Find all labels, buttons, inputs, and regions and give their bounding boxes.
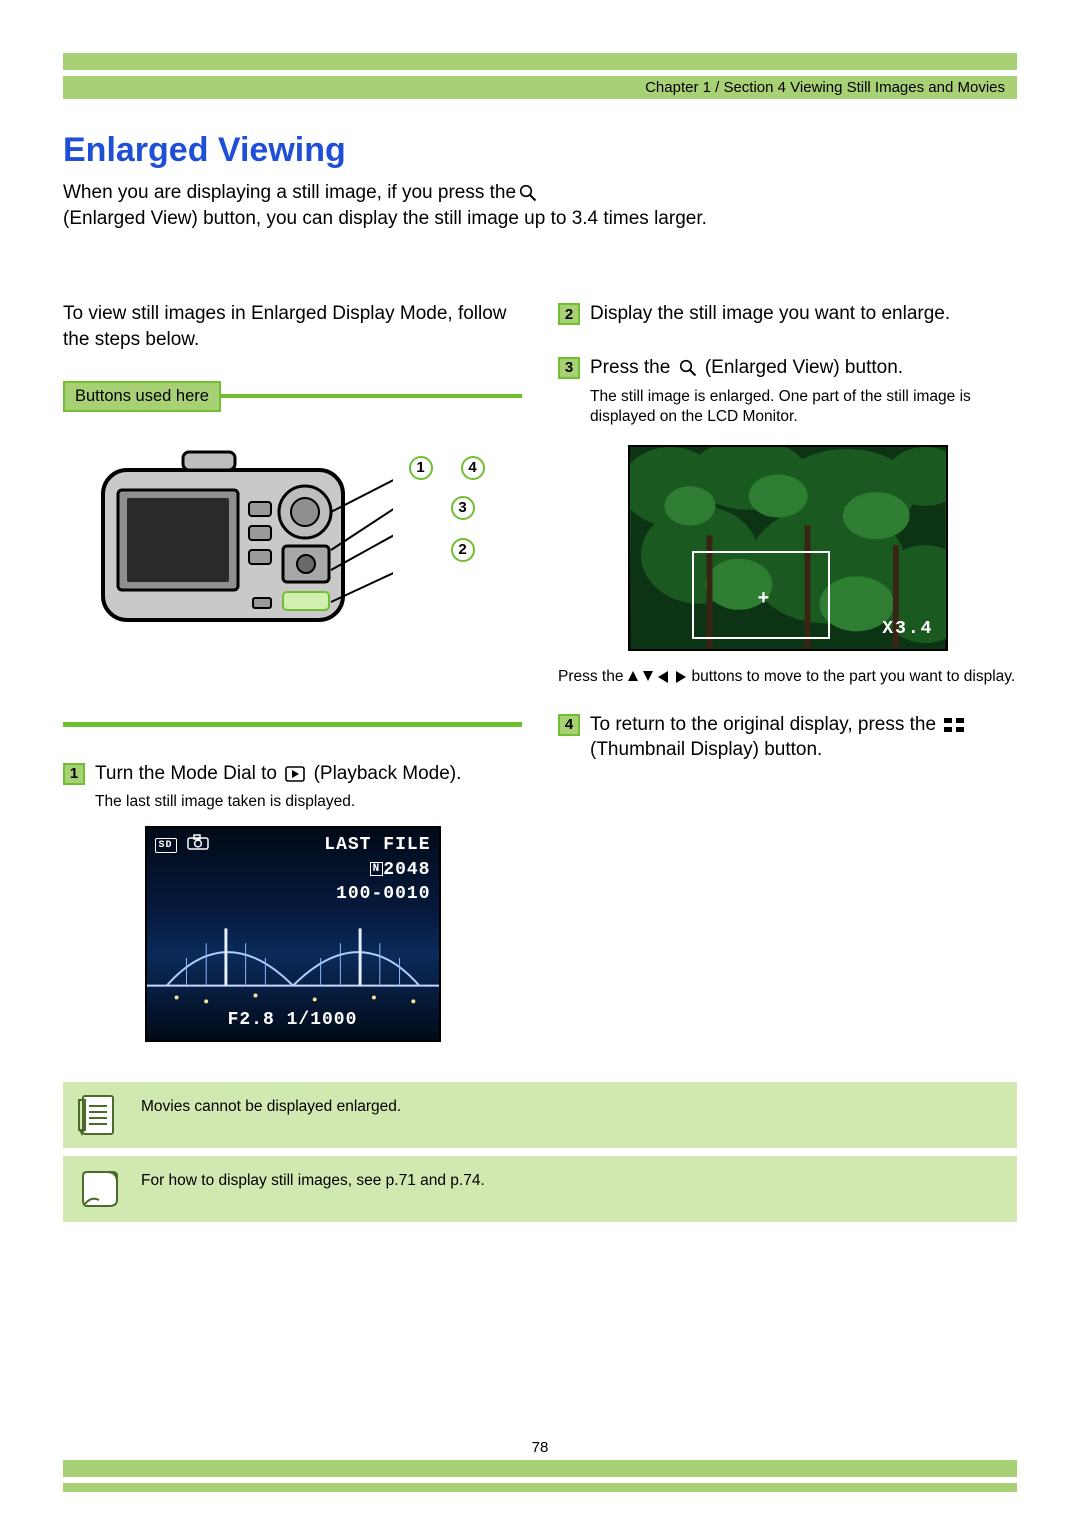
- lcd1-exposure: F2.8 1/1000: [147, 1010, 439, 1030]
- callout-4: 4: [461, 456, 485, 480]
- step4-after: (Thumbnail Display) button.: [590, 739, 822, 760]
- step-number: 1: [63, 763, 85, 785]
- note-box-2: For how to display still images, see p.7…: [63, 1156, 1017, 1222]
- camera-mode-icon: [187, 834, 209, 856]
- step2-text: Display the still image you want to enla…: [590, 301, 950, 327]
- step-number: 2: [558, 303, 580, 325]
- callout-2: 2: [451, 538, 475, 562]
- caption-after: buttons to move to the part you want to …: [691, 667, 1015, 688]
- step1-after: (Playback Mode).: [314, 763, 462, 784]
- step3-sub: The still image is enlarged. One part of…: [590, 387, 1017, 427]
- buttons-used-bar: [221, 394, 522, 398]
- left-lead: To view still images in Enlarged Display…: [63, 301, 522, 352]
- step-number: 3: [558, 357, 580, 379]
- note-2-text: For how to display still images, see p.7…: [141, 1166, 485, 1190]
- step3-before: Press the: [590, 357, 676, 378]
- right-column: 2 Display the still image you want to en…: [558, 301, 1017, 1042]
- reference-icon: [77, 1166, 123, 1212]
- playback-icon: [285, 766, 305, 782]
- lcd1-n-badge: N: [370, 862, 384, 876]
- page-number: 78: [0, 1439, 1080, 1456]
- bottom-accent-bars: [63, 1460, 1017, 1492]
- page-title: Enlarged Viewing: [63, 131, 1017, 170]
- thumbnail-icon: [944, 718, 964, 732]
- breadcrumb-bar: Chapter 1 / Section 4 Viewing Still Imag…: [63, 76, 1017, 99]
- left-column: To view still images in Enlarged Display…: [63, 301, 522, 1042]
- magnifier-icon: [519, 184, 537, 202]
- dpad-arrows-icon: [626, 669, 688, 685]
- zoom-level: X3.4: [882, 619, 933, 639]
- step4-before: To return to the original display, press…: [590, 714, 941, 735]
- lcd-screenshot-2: + X3.4: [628, 445, 948, 651]
- camera-diagram: 1 4 3 2: [83, 442, 503, 662]
- step-number: 4: [558, 714, 580, 736]
- bridge-illustration: [147, 898, 439, 1018]
- intro-text-before: When you are displaying a still image, i…: [63, 180, 516, 206]
- section-divider: [63, 722, 522, 727]
- step-2: 2 Display the still image you want to en…: [558, 301, 1017, 327]
- magnifier-icon: [679, 359, 697, 377]
- intro-paragraph: When you are displaying a still image, i…: [63, 180, 1017, 231]
- step-3: 3 Press the (Enlarged View) button.: [558, 355, 1017, 381]
- step1-before: Turn the Mode Dial to: [95, 763, 282, 784]
- lcd1-resolution: 2048: [383, 860, 430, 880]
- breadcrumb: Chapter 1 / Section 4 Viewing Still Imag…: [645, 79, 1005, 96]
- note-box-1: Movies cannot be displayed enlarged.: [63, 1082, 1017, 1148]
- step-1: 1 Turn the Mode Dial to (Playback Mode).: [63, 761, 522, 787]
- note-1-text: Movies cannot be displayed enlarged.: [141, 1092, 401, 1116]
- callout-3: 3: [451, 496, 475, 520]
- step-4: 4 To return to the original display, pre…: [558, 712, 1017, 763]
- buttons-used-header: Buttons used here: [63, 381, 522, 412]
- crosshair-icon: +: [755, 589, 773, 607]
- caption-before: Press the: [558, 667, 623, 688]
- lcd-screenshot-1: SD LAST FILE N2048 100-0010: [145, 826, 441, 1042]
- buttons-used-label: Buttons used here: [63, 381, 221, 412]
- step1-sub: The last still image taken is displayed.: [95, 792, 522, 812]
- callout-1: 1: [409, 456, 433, 480]
- camera-illustration: [83, 442, 393, 642]
- arrow-caption: Press the buttons to move to the part yo…: [558, 667, 1017, 688]
- step3-after: (Enlarged View) button.: [705, 357, 903, 378]
- intro-text-after: (Enlarged View) button, you can display …: [63, 206, 707, 232]
- note-icon: [77, 1092, 123, 1138]
- top-accent-bar: [63, 53, 1017, 70]
- lcd1-last-file: LAST FILE: [324, 835, 430, 855]
- sd-icon: SD: [155, 838, 177, 853]
